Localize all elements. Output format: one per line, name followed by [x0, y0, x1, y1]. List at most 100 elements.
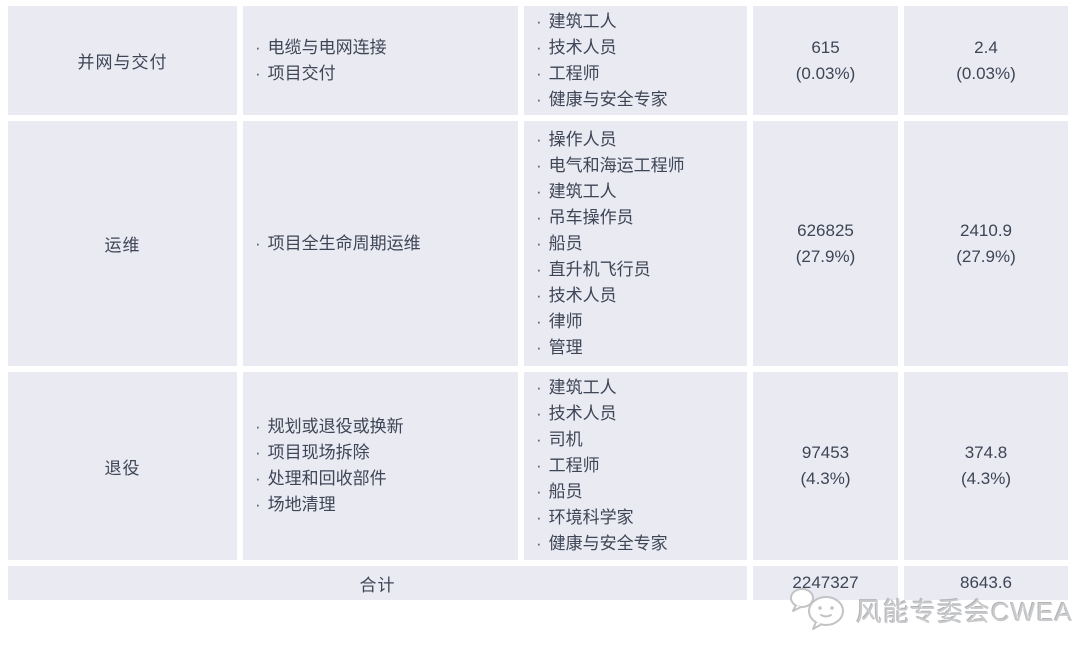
personnel-label: 建筑工人	[548, 181, 617, 201]
list-item: · 直升机飞行员	[536, 257, 741, 283]
amount-value: 374.8	[964, 443, 1008, 462]
bullet-marker: ·	[536, 456, 542, 475]
list-item: · 船员	[536, 231, 741, 257]
personnel-label: 工程师	[548, 63, 600, 83]
phase-cell-om: 运维	[8, 121, 237, 366]
total-jobs-cell: 2247327	[753, 566, 898, 600]
personnel-label: 环境科学家	[548, 508, 634, 527]
list-item: · 电缆与电网连接	[255, 35, 512, 61]
activities-cell-decommissioning: · 规划或退役或换新 · 项目现场拆除 · 处理和回收部件 · 场地清理	[243, 372, 518, 560]
phase-cell-grid-delivery: 并网与交付	[8, 6, 237, 115]
activity-label: 项目全生命周期运维	[267, 233, 421, 253]
amount-percent: (27.9%)	[956, 246, 1016, 266]
bullet-marker: ·	[536, 63, 542, 83]
bullet-marker: ·	[536, 207, 542, 227]
list-item: · 规划或退役或换新	[255, 414, 512, 440]
bullet-marker: ·	[255, 495, 261, 514]
list-item: · 管理	[536, 335, 741, 361]
jobs-value: 615	[811, 37, 840, 57]
list-item: · 处理和回收部件	[255, 466, 512, 492]
list-item: · 场地清理	[255, 492, 512, 518]
list-item: · 船员	[536, 479, 741, 505]
personnel-label: 船员	[548, 482, 583, 501]
list-item: · 项目交付	[255, 61, 512, 87]
amount-value: 2.4	[974, 37, 998, 57]
personnel-label: 技术人员	[548, 37, 617, 57]
bullet-marker: ·	[536, 89, 542, 109]
personnel-label: 直升机飞行员	[548, 259, 651, 279]
list-item: · 工程师	[536, 61, 741, 87]
bullet-marker: ·	[536, 337, 542, 357]
personnel-label: 工程师	[548, 456, 600, 475]
jobs-value: 626825	[797, 220, 854, 240]
bullet-marker: ·	[536, 11, 542, 31]
jobs-percent: (0.03%)	[795, 63, 856, 83]
amount-percent: (0.03%)	[956, 63, 1016, 83]
bullet-marker: ·	[255, 63, 261, 83]
bullet-marker: ·	[536, 508, 542, 527]
bullet-marker: ·	[536, 129, 542, 149]
amount-value: 2410.9	[960, 220, 1012, 240]
amount-percent: (4.3%)	[960, 469, 1012, 488]
activity-label: 项目交付	[267, 63, 336, 83]
personnel-label: 操作人员	[548, 129, 617, 149]
list-item: · 健康与安全专家	[536, 87, 741, 113]
activity-label: 场地清理	[267, 495, 336, 514]
personnel-cell-decommissioning: · 建筑工人 · 技术人员 · 司机 · 工程师 · 船员 · 环境科学家	[524, 372, 747, 560]
bullet-marker: ·	[255, 469, 261, 488]
bullet-marker: ·	[255, 37, 261, 57]
list-item: · 技术人员	[536, 401, 741, 427]
bullet-marker: ·	[536, 534, 542, 553]
list-item: · 建筑工人	[536, 9, 741, 35]
amount-cell-om: 2410.9 (27.9%)	[904, 121, 1068, 366]
personnel-label: 管理	[548, 337, 583, 357]
jobs-cell-om: 626825 (27.9%)	[753, 121, 898, 366]
personnel-label: 司机	[548, 430, 583, 449]
list-item: · 律师	[536, 309, 741, 335]
bullet-marker: ·	[536, 378, 542, 397]
personnel-label: 建筑工人	[548, 378, 617, 397]
bullet-marker: ·	[255, 443, 261, 462]
amount-cell-decommissioning: 374.8 (4.3%)	[904, 372, 1068, 560]
watermark-text: 风能专委会CWEA	[856, 597, 1074, 627]
activity-label: 项目现场拆除	[267, 443, 370, 462]
list-item: · 项目全生命周期运维	[255, 231, 512, 257]
personnel-cell-grid-delivery: · 建筑工人 · 技术人员 · 工程师 · 健康与安全专家	[524, 6, 747, 115]
jobs-percent: (27.9%)	[795, 246, 856, 266]
activities-cell-om: · 项目全生命周期运维	[243, 121, 518, 366]
bullet-marker: ·	[536, 482, 542, 501]
bullet-marker: ·	[536, 430, 542, 449]
list-item: · 司机	[536, 427, 741, 453]
activity-label: 规划或退役或换新	[267, 417, 404, 436]
personnel-label: 船员	[548, 233, 583, 253]
personnel-label: 律师	[548, 311, 583, 331]
personnel-label: 技术人员	[548, 285, 617, 305]
jobs-percent: (4.3%)	[800, 469, 851, 488]
personnel-cell-om: · 操作人员 · 电气和海运工程师 · 建筑工人 · 吊车操作员 · 船员 · …	[524, 121, 747, 366]
watermark: 风能专委会CWEA	[788, 584, 1073, 637]
personnel-label: 健康与安全专家	[548, 534, 668, 553]
amount-cell-grid-delivery: 2.4 (0.03%)	[904, 6, 1068, 115]
list-item: · 电气和海运工程师	[536, 153, 741, 179]
bullet-marker: ·	[536, 311, 542, 331]
jobs-cell-grid-delivery: 615 (0.03%)	[753, 6, 898, 115]
list-item: · 环境科学家	[536, 505, 741, 531]
lifecycle-jobs-table: 并网与交付 · 电缆与电网连接 · 项目交付 · 建筑工人 · 技术人员 · 工…	[8, 6, 1068, 600]
personnel-label: 电气和海运工程师	[548, 155, 685, 175]
jobs-value: 97453	[801, 443, 850, 462]
bullet-marker: ·	[536, 404, 542, 423]
activity-label: 电缆与电网连接	[267, 37, 387, 57]
list-item: · 工程师	[536, 453, 741, 479]
list-item: · 项目现场拆除	[255, 440, 512, 466]
list-item: · 健康与安全专家	[536, 531, 741, 557]
activity-label: 处理和回收部件	[267, 469, 387, 488]
wechat-icon	[788, 584, 850, 637]
list-item: · 建筑工人	[536, 375, 741, 401]
list-item: · 操作人员	[536, 127, 741, 153]
personnel-label: 建筑工人	[548, 11, 617, 31]
bullet-marker: ·	[536, 259, 542, 279]
bullet-marker: ·	[536, 285, 542, 305]
bullet-marker: ·	[536, 233, 542, 253]
jobs-cell-decommissioning: 97453 (4.3%)	[753, 372, 898, 560]
